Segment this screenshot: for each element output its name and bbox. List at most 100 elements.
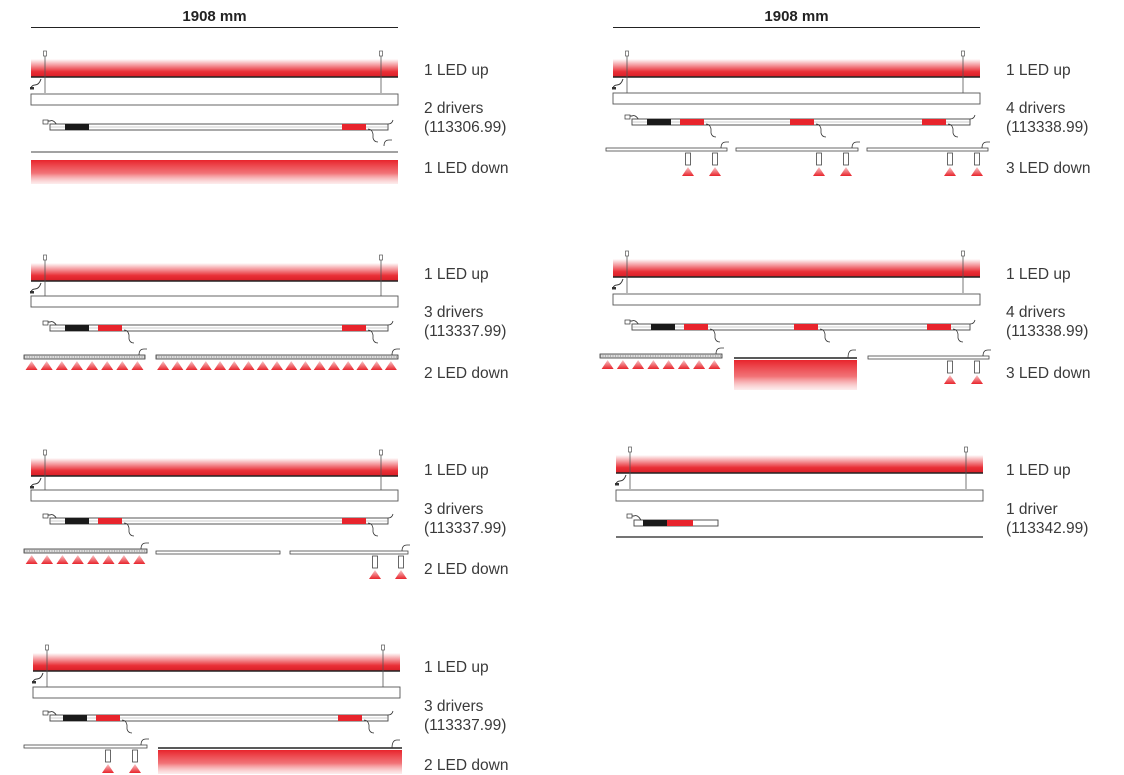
spot-beam [813, 167, 825, 176]
config-6-code-label: (113338.99) [1006, 323, 1089, 340]
driver-endcap [969, 319, 976, 325]
driver-endcap [387, 320, 394, 326]
strip-beam [102, 555, 115, 564]
driver-red [927, 324, 951, 330]
housing-profile [30, 295, 399, 308]
driver-endcap [387, 710, 394, 716]
driver-red [342, 518, 366, 524]
cable-plug [612, 287, 616, 290]
driver-lead [121, 719, 133, 734]
led-up-glow [31, 263, 398, 281]
down-cable [401, 544, 410, 552]
strip-beam [384, 361, 397, 370]
config-4-diagram [23, 644, 402, 774]
config-1-diagram [30, 50, 399, 184]
spot-beam [971, 167, 983, 176]
spotlight [947, 360, 953, 374]
strip-beam [693, 360, 706, 369]
driver-lead [815, 123, 827, 138]
spot-beam [840, 167, 852, 176]
down-cable [391, 739, 400, 749]
strip-beam [70, 361, 83, 370]
driver-lead [123, 522, 135, 537]
spotlight [947, 152, 953, 166]
spot-beam [369, 570, 381, 579]
cable-plug [612, 87, 616, 90]
strip-beam [131, 361, 144, 370]
strip-beam [616, 360, 629, 369]
strip-beam [677, 360, 690, 369]
strip-beam [56, 555, 69, 564]
driver-endcap [969, 114, 976, 120]
config-1-up-label: 1 LED up [424, 62, 489, 79]
suspension-clamp [43, 254, 47, 261]
config-5-down-label: 3 LED down [1006, 160, 1091, 177]
cable [30, 477, 42, 488]
spot-beam [395, 570, 407, 579]
driver-connector [624, 114, 631, 120]
down-cable [981, 141, 990, 149]
config-7-up-label: 1 LED up [1006, 462, 1071, 479]
spotlight [132, 749, 138, 763]
driver-lead [952, 328, 964, 343]
down-profile [155, 550, 281, 555]
strip-beam [632, 360, 645, 369]
config-1-down-label: 1 LED down [424, 160, 509, 177]
spotlight [372, 555, 378, 569]
suspension-clamp [45, 644, 49, 651]
strip-beam [601, 360, 614, 369]
led-up-glow [616, 455, 983, 473]
spotlight [685, 152, 691, 166]
config-7-code-label: (113342.99) [1006, 520, 1089, 537]
suspension-clamp [379, 254, 383, 261]
config-6-up-label: 1 LED up [1006, 266, 1071, 283]
strip-beam [55, 361, 68, 370]
spot-beam [944, 375, 956, 384]
strip-beam [185, 361, 198, 370]
down-profile [605, 147, 728, 152]
strip-beam [116, 361, 129, 370]
suspension-clamp [625, 250, 629, 257]
suspension-clamp [625, 50, 629, 57]
driver-red [790, 119, 814, 125]
config-5-code-label: (113338.99) [1006, 119, 1089, 136]
driver-red [342, 325, 366, 331]
strip-beam [199, 361, 212, 370]
config-5-up-label: 1 LED up [1006, 62, 1071, 79]
cable-plug [30, 87, 34, 90]
config-4-code-label: (113337.99) [424, 717, 507, 734]
suspension-clamp [628, 446, 632, 453]
strip-beam [370, 361, 383, 370]
strip-beam [117, 555, 130, 564]
strip-beam [101, 361, 114, 370]
down-profile [735, 147, 859, 152]
down-cable [140, 542, 149, 550]
driver-lead [709, 328, 721, 343]
driver-black [65, 325, 89, 331]
cable-plug [30, 291, 34, 294]
driver-red [98, 518, 122, 524]
config-1-drivers-label: 2 drivers [424, 100, 484, 117]
driver-red [96, 715, 120, 721]
strip-beam [299, 361, 312, 370]
driver-lead [367, 128, 379, 143]
down-cable [138, 348, 147, 356]
dimension-label-right: 1908 mm [613, 8, 980, 28]
down-cable [982, 349, 991, 357]
cable [30, 282, 42, 293]
down-profile [23, 744, 148, 749]
driver-black [647, 119, 671, 125]
strip-beam [171, 361, 184, 370]
config-3-code-label: (113337.99) [424, 520, 507, 537]
driver-connector [624, 319, 631, 325]
cable [30, 78, 42, 89]
housing-profile [612, 293, 981, 306]
down-cable [140, 738, 149, 746]
strip-beam [647, 360, 660, 369]
driver-lead [367, 522, 379, 537]
strip-beam [342, 361, 355, 370]
strip-beam [40, 361, 53, 370]
cable [612, 78, 624, 89]
config-3-up-label: 1 LED up [424, 462, 489, 479]
spotlight [398, 555, 404, 569]
